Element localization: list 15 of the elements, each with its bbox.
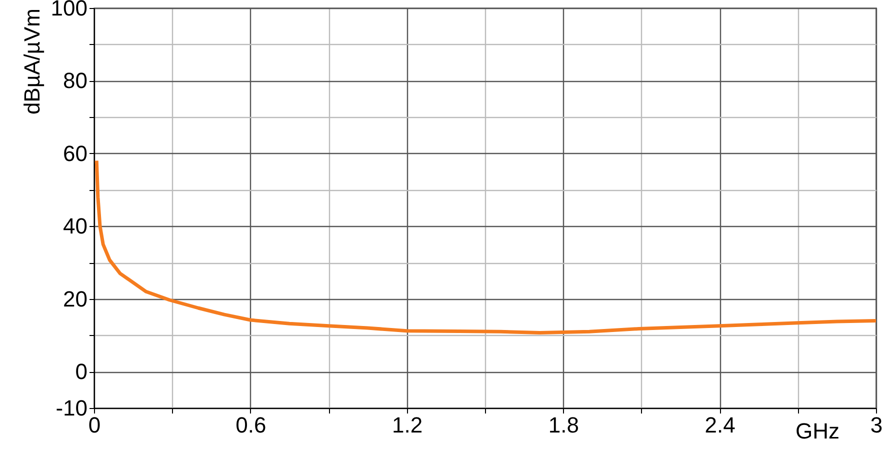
x-axis-title: GHz: [796, 418, 840, 444]
y-tick-label: 20: [63, 286, 88, 312]
x-tick-label: 3: [870, 412, 883, 438]
y-tick-label: 0: [75, 359, 88, 384]
y-tick-label: 40: [63, 214, 88, 239]
x-tick-label: 1.8: [548, 412, 579, 438]
line-series: [94, 158, 876, 334]
x-tick-label: 1.2: [392, 412, 423, 438]
x-tick-label: 0.6: [236, 412, 266, 438]
y-tick-label: 80: [63, 68, 88, 94]
y-tick-label: 60: [63, 140, 88, 166]
y-tick-label: 100: [50, 0, 88, 20]
y-tick-label: -10: [56, 396, 88, 420]
y-axis-title: dBµA/µVm: [20, 8, 44, 115]
x-tick-label: 2.4: [704, 412, 736, 438]
